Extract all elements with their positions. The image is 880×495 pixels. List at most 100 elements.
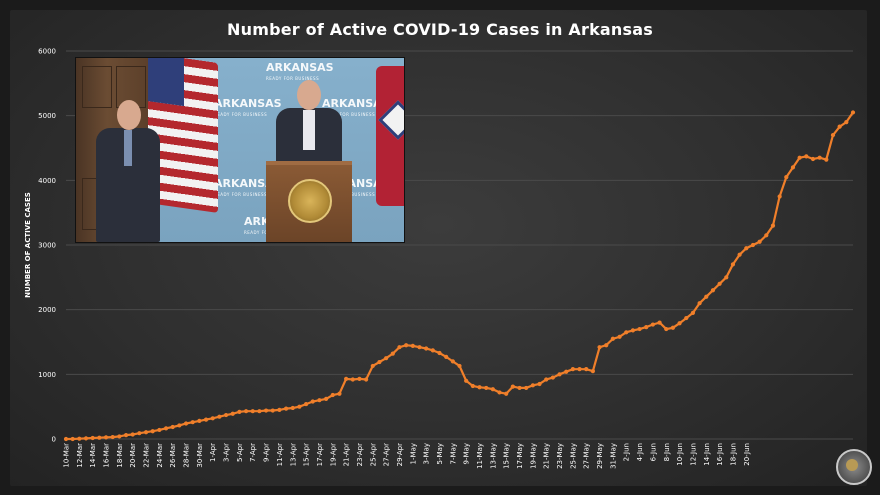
- y-tick-label: 3000: [38, 242, 56, 250]
- backdrop-tagline: READY FOR BUSINESS: [214, 192, 268, 197]
- data-point: [650, 322, 656, 327]
- y-tick-label: 5000: [38, 112, 56, 120]
- x-tick-label: 31-May: [609, 443, 617, 469]
- x-tick-label: 21-Apr: [343, 443, 351, 467]
- data-point: [517, 385, 522, 391]
- data-point: [790, 165, 796, 170]
- data-point: [610, 336, 615, 341]
- x-tick-label: 12-Mar: [76, 443, 84, 468]
- data-point: [530, 383, 535, 388]
- backdrop-tagline: READY FOR BUSINESS: [214, 112, 268, 117]
- chart-title: Number of Active COVID-19 Cases in Arkan…: [227, 20, 653, 39]
- data-point: [283, 406, 289, 411]
- data-point: [390, 351, 395, 356]
- x-tick-label: 27-May: [583, 443, 591, 469]
- x-tick-label: 19-May: [529, 443, 537, 469]
- y-tick-labels: 0 1000 2000 3000 4000 5000 6000: [38, 48, 56, 444]
- data-point: [564, 369, 569, 374]
- data-point: [604, 343, 609, 348]
- data-point: [824, 157, 829, 162]
- data-point: [137, 431, 142, 436]
- y-tick-label: 1000: [38, 371, 56, 379]
- data-point: [724, 275, 729, 280]
- data-point: [163, 426, 169, 431]
- data-point: [417, 345, 422, 350]
- x-tick-label: 26-Mar: [169, 443, 177, 468]
- data-point: [624, 330, 629, 335]
- data-point: [557, 372, 562, 377]
- data-point: [83, 436, 89, 441]
- data-point: [704, 294, 709, 299]
- x-tick-label: 30-Mar: [196, 443, 204, 468]
- x-tick-label: 27-Apr: [383, 443, 391, 467]
- x-tick-label: 5-May: [436, 443, 444, 464]
- data-point: [230, 411, 235, 416]
- backdrop-brand-text: ARKANSAS: [322, 177, 390, 190]
- x-tick-labels: 10-Mar 12-Mar 14-Mar 16-Mar 18-Mar 20-Mar 22-M…: [63, 443, 751, 469]
- data-point: [270, 408, 275, 413]
- data-point: [844, 120, 849, 125]
- data-point: [590, 369, 595, 374]
- data-point: [637, 326, 642, 332]
- data-point: [203, 417, 209, 422]
- data-point: [263, 408, 269, 413]
- x-tick-label: 8-Jun: [663, 443, 671, 461]
- y-tick-label: 0: [52, 436, 56, 444]
- x-tick-label: 20-Mar: [129, 443, 137, 468]
- data-point: [277, 407, 282, 412]
- data-point: [450, 359, 455, 364]
- data-point: [297, 404, 302, 409]
- data-point: [257, 409, 262, 414]
- data-point: [150, 429, 155, 434]
- backdrop-tagline: READY FOR BUSINESS: [322, 112, 376, 117]
- data-point: [317, 398, 322, 403]
- x-tick-label: 2-Jun: [623, 443, 631, 461]
- data-point: [764, 233, 769, 238]
- data-point: [243, 409, 249, 414]
- data-point: [77, 436, 82, 441]
- data-point: [103, 435, 109, 440]
- data-point: [737, 252, 742, 257]
- data-point: [710, 288, 716, 293]
- x-tick-label: 21-May: [543, 443, 551, 469]
- data-point: [630, 328, 636, 333]
- data-point: [310, 399, 315, 404]
- data-point: [330, 392, 335, 398]
- data-point: [344, 376, 349, 381]
- data-point: [384, 356, 389, 361]
- x-tick-label: 3-May: [423, 443, 431, 464]
- data-point: [117, 434, 122, 439]
- x-tick-label: 3-Apr: [223, 443, 231, 462]
- x-tick-label: 25-Apr: [369, 443, 377, 467]
- data-point: [484, 385, 489, 391]
- data-point: [597, 345, 602, 350]
- backdrop-brand-text: ARKANSAS: [214, 177, 282, 190]
- x-tick-label: 22-Mar: [143, 443, 151, 468]
- data-point: [830, 132, 836, 138]
- data-point: [690, 310, 696, 315]
- x-tick-label: 24-Mar: [156, 443, 164, 468]
- x-tick-label: 14-Mar: [89, 443, 97, 468]
- data-point: [377, 359, 382, 365]
- data-point: [183, 421, 189, 426]
- data-point: [810, 156, 816, 162]
- data-point: [357, 376, 362, 381]
- data-point: [490, 387, 495, 392]
- data-point: [657, 320, 662, 325]
- data-point: [143, 430, 149, 435]
- data-point: [324, 396, 329, 402]
- speaker-head: [297, 80, 321, 110]
- x-tick-label: 1-Apr: [209, 443, 217, 462]
- x-tick-label: 29-May: [596, 443, 604, 469]
- data-point: [410, 343, 415, 348]
- data-point: [804, 154, 809, 159]
- data-point: [744, 246, 749, 251]
- data-points: [63, 110, 856, 442]
- x-tick-label: 12-Jun: [689, 443, 697, 466]
- data-point: [177, 423, 182, 428]
- data-point: [110, 434, 115, 440]
- data-point: [364, 377, 369, 382]
- data-point: [350, 377, 355, 382]
- data-point: [670, 325, 676, 330]
- data-point: [497, 390, 502, 395]
